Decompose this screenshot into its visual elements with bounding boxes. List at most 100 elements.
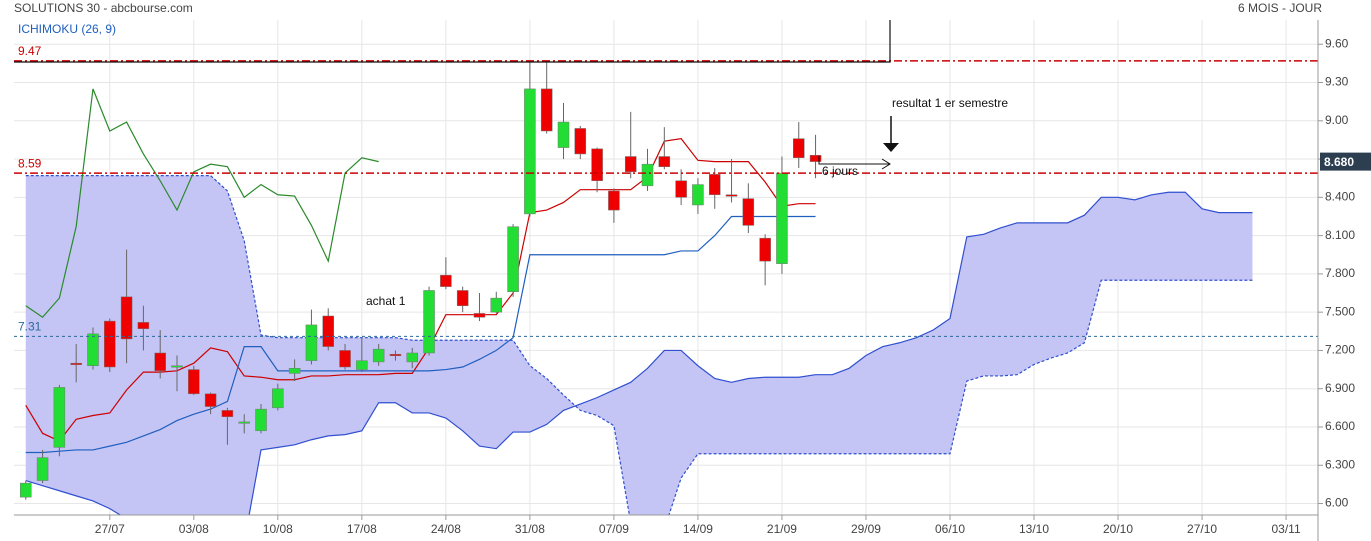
y-tick-label: 7.500 [1325, 304, 1355, 318]
senkou-b [25, 191, 1253, 515]
candle-body [36, 457, 49, 481]
y-tick-label: 6.900 [1325, 381, 1355, 395]
candle-body [507, 226, 519, 292]
y-tick-label: 9.30 [1325, 75, 1349, 89]
tenkan-line [25, 138, 816, 442]
x-tick-label: 10/08 [263, 522, 293, 536]
period-label: 6 MOIS - JOUR [1238, 1, 1322, 15]
chikou-line [25, 88, 379, 319]
annotation: achat 1 [366, 294, 406, 308]
candle-body [305, 324, 318, 361]
candle-body [288, 368, 301, 374]
candle-body [238, 421, 250, 424]
y-tick-label: 7.200 [1325, 343, 1355, 357]
annotation: resultat 1 er semestre [892, 96, 1008, 110]
candle-body [356, 360, 368, 370]
candle-body [255, 408, 267, 432]
y-tick-label: 6.00 [1325, 496, 1349, 510]
y-tick-label: 6.600 [1325, 419, 1355, 433]
candle-body [372, 348, 385, 363]
candle-body [725, 194, 738, 197]
candle-body [540, 88, 553, 132]
level-label: 7.31 [18, 320, 42, 334]
senkou-a [25, 175, 1253, 515]
candle-body [120, 296, 133, 340]
kijun-line [25, 215, 816, 454]
candle-body [658, 156, 671, 167]
x-tick-label: 17/08 [347, 522, 377, 536]
candle-body [641, 163, 654, 187]
candle-body [104, 320, 116, 368]
x-tick-label: 07/09 [599, 522, 629, 536]
x-tick-label: 03/08 [179, 522, 209, 536]
arrow-head [881, 158, 891, 170]
candle-body [423, 290, 435, 354]
candle-body [624, 156, 637, 173]
candle-body [188, 369, 200, 395]
candle-body [137, 322, 150, 329]
y-tick-label: 7.800 [1325, 266, 1355, 280]
candle-body [675, 180, 687, 198]
candle-body [524, 88, 536, 215]
candle-body [574, 128, 587, 155]
overlay: 9.47 8.59 7.31 [14, 44, 1318, 337]
candle-body [322, 315, 334, 347]
candle-body [53, 387, 66, 448]
x-tick-label: 27/07 [95, 522, 125, 536]
candle-body [456, 290, 469, 307]
indicator-label: ICHIMOKU (26, 9) [18, 22, 116, 36]
y-tick-label: 8.400 [1325, 190, 1355, 204]
candle-body [473, 313, 486, 318]
x-tick-label: 03/11 [1272, 522, 1301, 536]
x-tick-label: 14/09 [683, 522, 713, 536]
candle-body [591, 148, 603, 181]
x-tick-label: 21/09 [767, 522, 797, 536]
candle-body [440, 274, 452, 287]
bracket [818, 156, 890, 165]
x-tick-label: 29/09 [851, 522, 881, 536]
ichimoku-cloud [25, 175, 1253, 515]
y-tick-label: 6.300 [1325, 457, 1355, 471]
candle-body [204, 393, 217, 407]
arrow-head [883, 143, 899, 152]
candle-body [742, 198, 755, 226]
candle-body [70, 362, 82, 365]
candle-body [389, 354, 402, 357]
x-tick-label: 06/10 [935, 522, 965, 536]
candles [20, 60, 822, 500]
x-tick-label: 31/08 [515, 522, 545, 536]
candle-body [339, 350, 351, 368]
candle-body [793, 138, 805, 159]
x-tick-label: 13/10 [1019, 522, 1049, 536]
candle-body [20, 482, 32, 498]
candle-body [557, 121, 570, 148]
y-tick-label: 9.60 [1325, 36, 1349, 50]
candle-body [708, 174, 721, 196]
last-price-box [1320, 152, 1371, 171]
candle-body [608, 190, 620, 211]
indicator-lines [25, 88, 816, 454]
level-label: 8.59 [18, 156, 42, 170]
candle-body [692, 184, 704, 206]
annotation: 6 jours [822, 164, 858, 178]
candle-body [759, 237, 771, 262]
candle-body [87, 333, 99, 366]
legend-box [14, 20, 891, 63]
chart-title: SOLUTIONS 30 - abcbourse.com [14, 1, 193, 15]
candle-body [272, 388, 284, 409]
candle-body [809, 154, 822, 162]
candle-body [776, 172, 788, 264]
candle-body [154, 352, 166, 372]
x-tick-label: 27/10 [1187, 522, 1217, 536]
cloud-fill [25, 175, 1253, 515]
level-label: 9.47 [18, 44, 42, 58]
candle-body [171, 365, 183, 368]
candle-body [406, 352, 419, 363]
x-tick-label: 20/10 [1103, 522, 1133, 536]
candle-body [490, 297, 503, 313]
y-tick-label: 8.100 [1325, 228, 1355, 242]
x-tick-label: 24/08 [431, 522, 461, 536]
last-price-label: 8.680 [1324, 155, 1354, 169]
candle-body [221, 410, 234, 418]
